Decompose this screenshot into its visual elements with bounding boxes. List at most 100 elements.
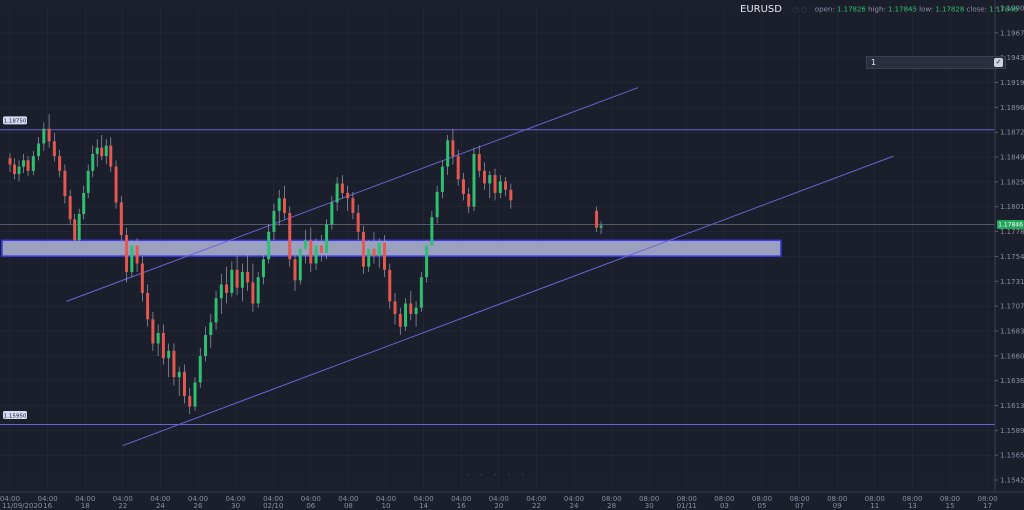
x-tick-date: 11 (870, 502, 879, 510)
interval-select[interactable]: 1 ✓ (866, 56, 1006, 69)
support-price-badge (3, 411, 27, 420)
x-tick-time: 04:00 (263, 495, 283, 503)
candle-body (367, 248, 371, 267)
x-tick-date: 30 (645, 502, 654, 510)
chart-navigation-controls[interactable]: ‹ ‹ › › › (466, 470, 529, 479)
x-tick-time: 04:00 (489, 495, 509, 503)
candle-body (246, 271, 250, 283)
candle-body (167, 350, 171, 359)
trendline (66, 87, 639, 302)
candle-body (135, 245, 139, 264)
candle-body (414, 307, 418, 314)
candle-body (493, 175, 497, 193)
candle-body (63, 170, 67, 197)
x-tick-date: 10 (382, 502, 391, 510)
candle-body (356, 212, 360, 232)
x-tick-time: 04:00 (113, 495, 133, 503)
x-tick-date: 16 (457, 502, 466, 510)
x-tick-time: 04:00 (338, 495, 358, 503)
time-axis[interactable]: 04:0011/09/202004:001604:001804:002204:0… (0, 495, 998, 510)
candle-body (446, 140, 450, 167)
candle-body (68, 196, 72, 220)
x-tick-date: 24 (570, 502, 579, 510)
x-tick-time: 04:00 (38, 495, 58, 503)
x-tick-time: 04:00 (188, 495, 208, 503)
x-tick-date: 13 (908, 502, 917, 510)
candle-body (409, 303, 413, 314)
x-tick-date: 01/11 (677, 502, 697, 510)
chevron-down-icon[interactable]: ✓ (994, 58, 1003, 67)
candle-body (198, 356, 202, 383)
candle-body (361, 231, 365, 267)
x-tick-time: 08:00 (790, 495, 810, 503)
y-tick-label: 1.19671 (1000, 29, 1024, 37)
candle-body (256, 277, 260, 304)
candle-body (13, 164, 17, 174)
candle-body (404, 303, 408, 327)
y-tick-label: 1.18963 (1000, 104, 1024, 112)
y-tick-label: 1.18255 (1000, 178, 1024, 186)
candle-body (351, 198, 355, 213)
candle-body (377, 242, 381, 257)
x-tick-time: 04:00 (75, 495, 95, 503)
candle-body (467, 194, 471, 207)
x-tick-time: 04:00 (226, 495, 246, 503)
candle-body (204, 335, 208, 357)
price-axis[interactable]: 1.19907 1.19671 1.19435 1.19199 1.18963 1.187… (995, 5, 1024, 485)
candle-body (151, 319, 155, 344)
candle-body (477, 154, 481, 171)
candle-body (335, 183, 339, 203)
candle-body (388, 269, 392, 302)
x-tick-date: 30 (231, 502, 240, 510)
candle-body (82, 192, 86, 214)
candle-body (272, 210, 276, 232)
y-tick-label: 1.18727 (1000, 129, 1024, 137)
x-tick-date: 24 (156, 502, 165, 510)
candle-body (22, 160, 26, 167)
candle-body (282, 198, 286, 213)
y-tick-label: 1.15659 (1000, 452, 1024, 460)
candle-body (235, 269, 239, 288)
x-tick-time: 08:00 (677, 495, 697, 503)
candle-body (100, 147, 104, 157)
support-price-badge-text: 1.15950 (4, 413, 27, 419)
candle-body (31, 156, 35, 171)
candle-body (461, 179, 465, 194)
candle-body (73, 219, 77, 241)
candle-body (261, 259, 265, 278)
candle-body (130, 245, 134, 272)
candle-body (393, 301, 397, 314)
resistance-price-badge (3, 116, 27, 125)
candle-body (114, 166, 118, 203)
candle-body (425, 245, 429, 278)
x-tick-time: 04:00 (564, 495, 584, 503)
x-tick-date: 15 (946, 502, 955, 510)
candle-body (293, 259, 297, 281)
candle-body (251, 282, 255, 304)
y-tick-label: 1.16839 (1000, 327, 1024, 335)
x-tick-date: 14 (419, 502, 428, 510)
candle-body (193, 382, 197, 407)
candle-body (435, 191, 439, 218)
x-tick-time: 04:00 (150, 495, 170, 503)
x-tick-date: 03 (720, 502, 729, 510)
candle-body (430, 217, 434, 246)
candle-body (372, 248, 376, 257)
y-tick-label: 1.17075 (1000, 303, 1024, 311)
status-dots-icon: ◌ ◌ (792, 5, 807, 14)
y-tick-label: 1.15423 (1000, 477, 1024, 485)
low-label: low: (919, 5, 934, 14)
candle-body (8, 158, 12, 165)
candle-body (451, 140, 455, 157)
candle-body (95, 147, 99, 154)
interval-select-value: 1 (871, 58, 877, 67)
candle-body (419, 277, 423, 308)
candle-body (504, 181, 508, 190)
trendline (122, 155, 894, 447)
candle-body (314, 245, 318, 264)
x-tick-date: 07 (795, 502, 804, 510)
x-tick-time: 08:00 (865, 495, 885, 503)
